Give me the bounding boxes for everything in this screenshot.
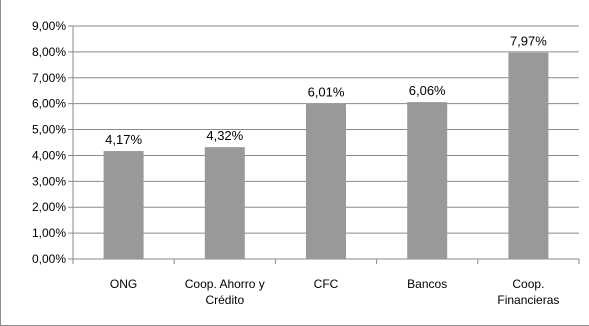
y-tick-label: 8,00% (32, 45, 66, 59)
category-label: ONG (110, 277, 137, 291)
bars (103, 52, 549, 259)
data-label: 4,17% (105, 132, 142, 147)
data-label: 4,32% (206, 128, 243, 143)
category-label: Coop. Ahorro y (185, 277, 265, 291)
data-label: 7,97% (510, 34, 547, 49)
data-label: 6,01% (308, 84, 345, 99)
category-label: Coop. (512, 277, 544, 291)
category-label: Bancos (407, 277, 447, 291)
y-tick-label: 5,00% (32, 123, 66, 137)
y-tick-label: 3,00% (32, 174, 66, 188)
data-label: 6,06% (409, 83, 446, 98)
y-tick-labels: 0,00% 1,00% 2,00% 3,00% 4,00% 5,00% 6,00% 7,00%… (32, 19, 66, 266)
bar (306, 103, 346, 259)
bar (204, 147, 245, 259)
category-label: Financieras (497, 293, 559, 307)
y-tick-label: 6,00% (32, 97, 66, 111)
bar (508, 52, 549, 259)
y-tick-label: 7,00% (32, 71, 66, 85)
y-tick-label: 1,00% (32, 226, 66, 240)
category-labels: ONG Coop. Ahorro y Crédito CFC Bancos Coop. Fi… (110, 277, 559, 307)
y-tick-label: 2,00% (32, 200, 66, 214)
y-tick-label: 4,00% (32, 148, 66, 162)
data-labels: 4,17% 4,32% 6,01% 6,06% 7,97% (105, 34, 547, 147)
y-tick-label: 0,00% (32, 252, 66, 266)
category-label: CFC (314, 277, 339, 291)
category-label: Crédito (205, 293, 244, 307)
bar (407, 102, 448, 259)
y-tick-label: 9,00% (32, 19, 66, 33)
bar (103, 151, 144, 259)
